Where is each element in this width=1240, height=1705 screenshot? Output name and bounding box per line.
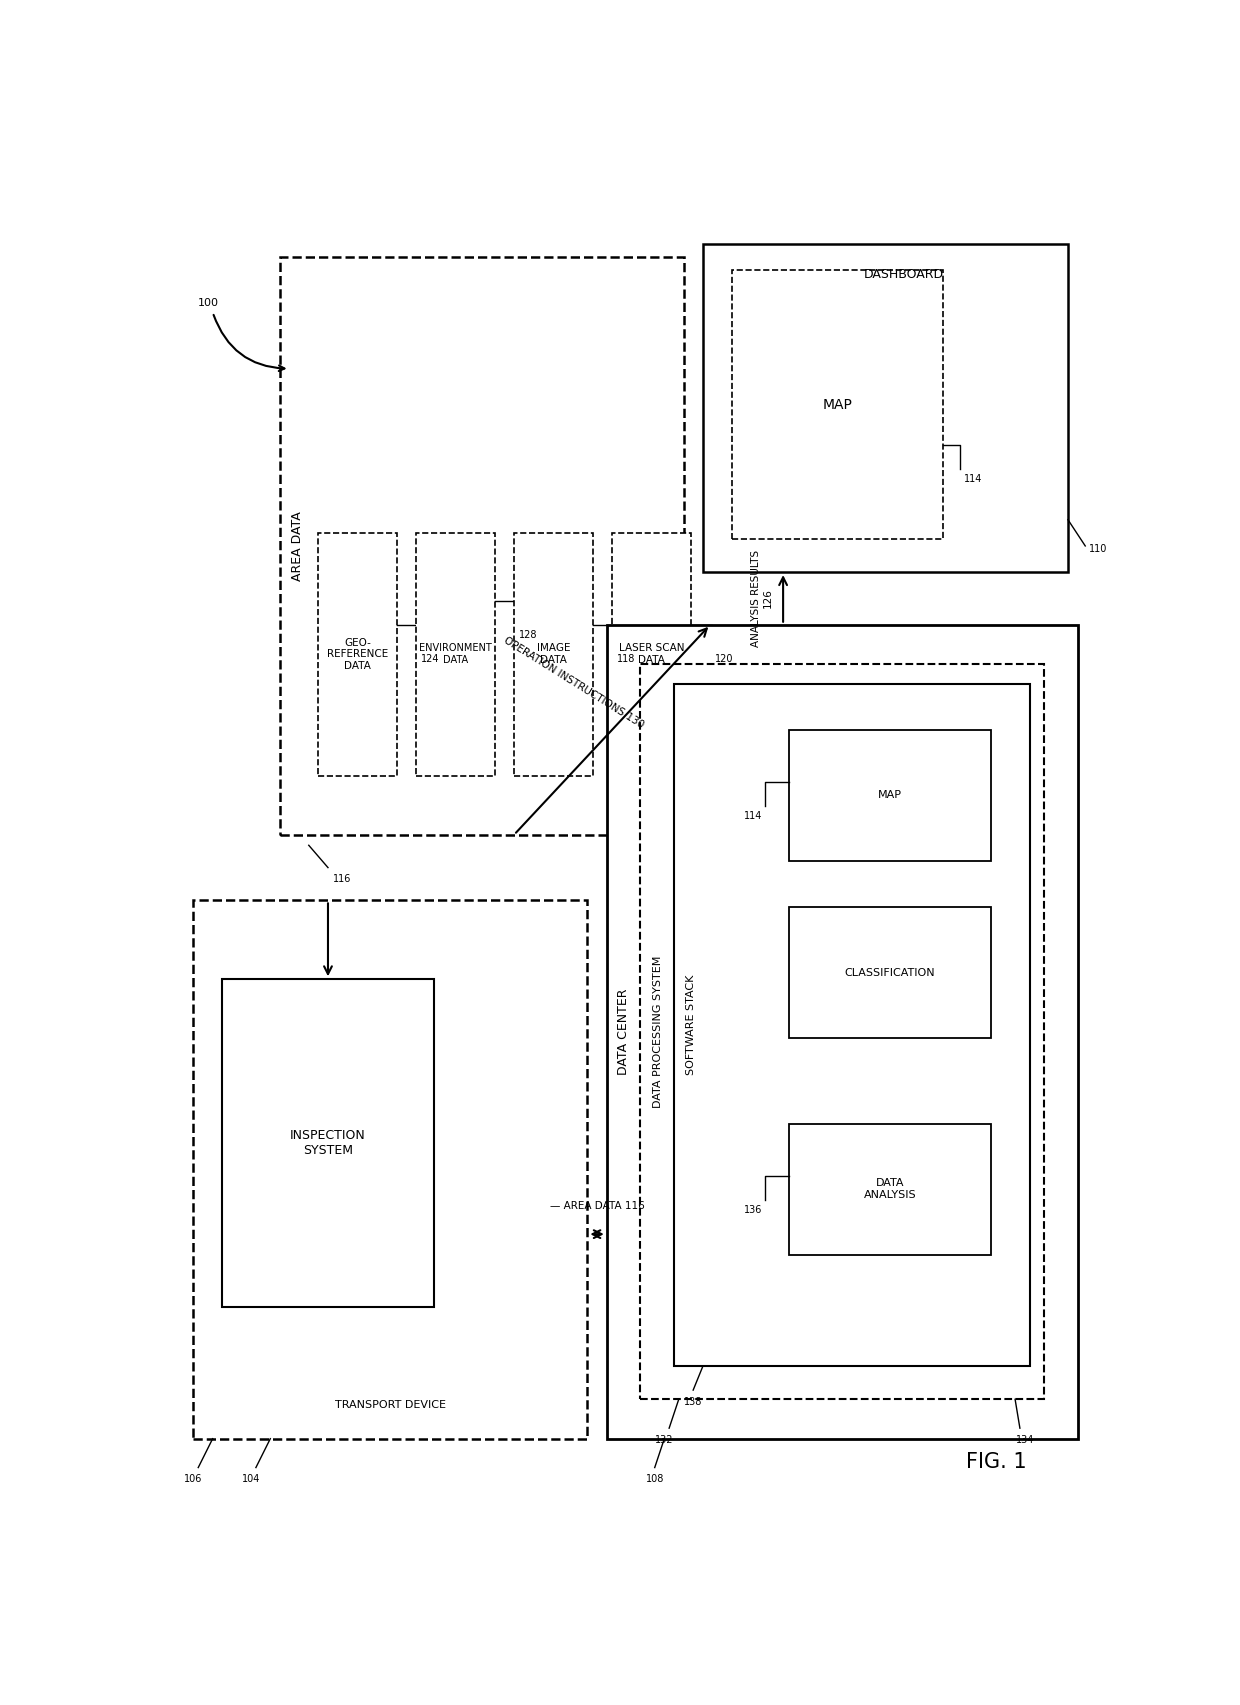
Text: LASER SCAN
DATA: LASER SCAN DATA	[619, 643, 684, 665]
Text: 116: 116	[332, 875, 351, 885]
Bar	[222, 979, 434, 1308]
Text: 106: 106	[185, 1475, 202, 1483]
Text: 138: 138	[684, 1396, 702, 1407]
Text: IMAGE
DATA: IMAGE DATA	[537, 643, 570, 665]
Text: 120: 120	[715, 655, 734, 663]
Text: 136: 136	[744, 1205, 763, 1216]
Bar	[193, 900, 588, 1439]
Text: DATA PROCESSING SYSTEM: DATA PROCESSING SYSTEM	[652, 955, 662, 1108]
Text: — AREA DATA 116: — AREA DATA 116	[549, 1200, 645, 1211]
Text: 128: 128	[520, 629, 538, 639]
Text: DASHBOARD: DASHBOARD	[863, 268, 944, 281]
Text: 114: 114	[965, 474, 982, 484]
Text: 118: 118	[618, 655, 636, 663]
Text: INSPECTION
SYSTEM: INSPECTION SYSTEM	[290, 1129, 366, 1158]
Text: GEO-
REFERENCE
DATA: GEO- REFERENCE DATA	[327, 638, 388, 670]
Text: ENVIRONMENT
DATA: ENVIRONMENT DATA	[419, 643, 492, 665]
Text: CLASSIFICATION: CLASSIFICATION	[844, 968, 935, 977]
Bar	[613, 532, 691, 776]
Bar	[789, 907, 991, 1038]
Text: 104: 104	[242, 1475, 260, 1483]
Bar	[789, 730, 991, 861]
Text: 100: 100	[198, 298, 219, 309]
Bar	[640, 663, 1044, 1400]
Bar	[515, 532, 593, 776]
Text: OPERATION INSTRUCTIONS 130: OPERATION INSTRUCTIONS 130	[502, 634, 646, 730]
Text: DATA
ANALYSIS: DATA ANALYSIS	[864, 1178, 916, 1200]
Text: MAP: MAP	[822, 397, 852, 413]
Text: ANALYSIS RESULTS
126: ANALYSIS RESULTS 126	[751, 551, 773, 646]
Bar	[789, 1124, 991, 1255]
Text: 114: 114	[744, 812, 763, 822]
Bar	[606, 624, 1078, 1439]
Text: 124: 124	[422, 655, 440, 663]
Bar	[703, 244, 1068, 573]
Text: SOFTWARE STACK: SOFTWARE STACK	[686, 975, 696, 1076]
Text: 110: 110	[1089, 544, 1107, 554]
Bar	[280, 257, 683, 835]
Text: TRANSPORT DEVICE: TRANSPORT DEVICE	[335, 1400, 446, 1410]
Bar	[675, 684, 1029, 1366]
Text: AREA DATA: AREA DATA	[290, 512, 304, 581]
Bar	[732, 269, 942, 539]
Text: 108: 108	[646, 1475, 663, 1483]
Text: DATA CENTER: DATA CENTER	[618, 989, 630, 1074]
Bar	[417, 532, 495, 776]
Text: MAP: MAP	[878, 791, 903, 800]
Bar	[319, 532, 397, 776]
Text: FIG. 1: FIG. 1	[966, 1451, 1027, 1471]
Text: 132: 132	[655, 1434, 673, 1444]
Text: 134: 134	[1016, 1434, 1034, 1444]
